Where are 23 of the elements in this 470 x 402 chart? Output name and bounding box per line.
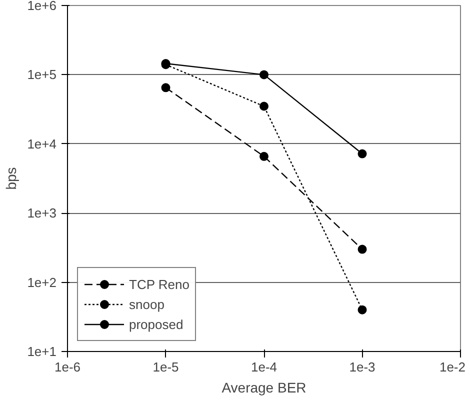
point — [260, 70, 268, 80]
point — [260, 102, 268, 111]
point — [260, 152, 268, 161]
y-tick-label: 1e+1 — [27, 344, 57, 359]
y-axis-title: bps — [3, 167, 20, 190]
legend-label: proposed — [129, 316, 184, 332]
x-tick-label: 1e-3 — [349, 360, 376, 374]
point — [358, 305, 367, 314]
x-axis-title: Average BER — [222, 380, 306, 396]
legend-label: snoop — [129, 296, 164, 312]
point — [358, 244, 367, 254]
y-tick-label: 1e+4 — [27, 136, 57, 152]
y-tick-label: 1e+2 — [27, 274, 57, 290]
y-tick-label: 1e+6 — [27, 0, 57, 13]
point — [161, 83, 170, 92]
legend-label: TCP Reno — [129, 276, 190, 292]
y-tick-label: 1e+3 — [27, 206, 57, 221]
x-tick-label: 1e-5 — [152, 360, 179, 374]
x-tick-label: 1e-4 — [250, 360, 278, 374]
x-tick-label: 1e-2 — [439, 360, 466, 374]
x-tick-label: 1e-6 — [54, 360, 81, 374]
y-tick-label: 1e+5 — [27, 67, 57, 82]
point — [358, 149, 367, 158]
